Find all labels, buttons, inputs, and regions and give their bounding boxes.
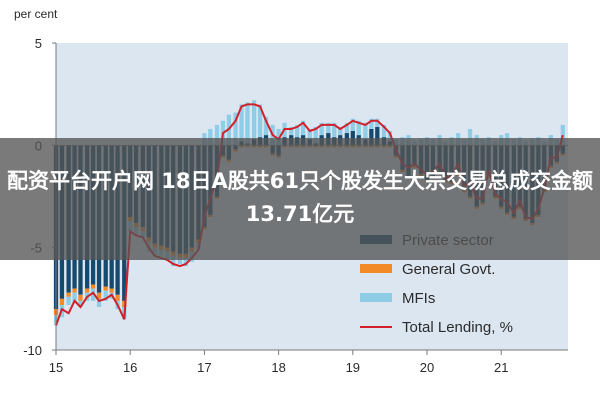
mfis-bar <box>338 126 343 136</box>
general-govt-bar <box>78 294 83 301</box>
mfis-bar <box>300 120 306 136</box>
headline-text: 配资平台开户网 18日A股共61只个股发生大宗交易总成交金额13.71亿元 <box>6 169 593 226</box>
mfis-bar <box>171 255 176 267</box>
y-tick-label: 5 <box>35 36 42 51</box>
mfis-bar <box>263 116 269 136</box>
mfis-bar <box>307 128 312 140</box>
general-govt-bar <box>59 298 65 305</box>
mfis-bar <box>332 122 337 138</box>
mfis-bar <box>344 122 350 134</box>
mfis-bar <box>239 104 244 142</box>
headline-band <box>0 138 600 260</box>
x-tick-label: 15 <box>49 360 63 375</box>
mfis-bar <box>78 300 83 308</box>
general-govt-bar <box>85 288 90 293</box>
mfis-bar <box>233 112 238 146</box>
mfis-bar <box>467 128 473 146</box>
mfis-bar <box>251 100 257 140</box>
x-tick-label: 18 <box>271 360 285 375</box>
mfis-bar <box>289 126 294 136</box>
general-govt-bar <box>90 284 96 289</box>
legend-label-mfis: MFIs <box>402 290 435 307</box>
x-tick-label: 16 <box>123 360 137 375</box>
general-govt-bar <box>96 292 102 299</box>
x-tick-layer: 15 16 17 18 19 20 21 <box>49 350 508 375</box>
mfis-bar <box>66 296 71 305</box>
legend-label-total-lending: Total Lending, % <box>402 319 513 336</box>
mfis-bar <box>369 118 374 129</box>
legend-label-general-govt: General Govt. <box>402 261 495 278</box>
mfis-bar <box>183 257 188 267</box>
mfis-bar <box>350 118 355 132</box>
general-govt-bar <box>103 286 108 291</box>
mfis-bar <box>214 124 220 146</box>
mfis-bar <box>381 124 387 138</box>
mfis-bar <box>177 257 183 265</box>
unit-label: per cent <box>14 7 58 21</box>
mfis-bar <box>90 288 96 301</box>
mfis-bar <box>245 102 250 144</box>
x-tick-label: 17 <box>197 360 211 375</box>
general-govt-bar <box>66 292 71 297</box>
mfis-bar <box>96 298 102 308</box>
mfis-bar <box>326 122 331 134</box>
mfis-bar <box>72 292 77 303</box>
mfis-bar <box>103 290 108 301</box>
x-tick-label: 21 <box>494 360 508 375</box>
mfis-bar <box>295 124 300 138</box>
mfis-bar <box>375 118 380 127</box>
mfis-bar <box>257 104 263 138</box>
general-govt-bar <box>115 294 120 301</box>
legend-swatch-general-govt <box>360 264 392 273</box>
mfis-bar <box>319 122 324 136</box>
legend-swatch-mfis <box>360 293 392 302</box>
x-tick-label: 19 <box>346 360 360 375</box>
mfis-bar <box>356 120 361 136</box>
mfis-bar <box>313 126 318 144</box>
mfis-bar <box>387 131 393 142</box>
general-govt-bar <box>109 288 114 293</box>
general-govt-bar <box>122 300 127 308</box>
general-govt-bar <box>72 288 77 293</box>
private-sector-bar <box>369 128 374 146</box>
mfis-bar <box>560 124 565 146</box>
mfis-bar <box>208 128 213 146</box>
private-sector-bar <box>375 126 380 146</box>
x-tick-label: 20 <box>420 360 434 375</box>
y-tick-label: -10 <box>23 343 42 358</box>
mfis-bar <box>363 122 368 140</box>
mfis-bar <box>276 128 281 146</box>
